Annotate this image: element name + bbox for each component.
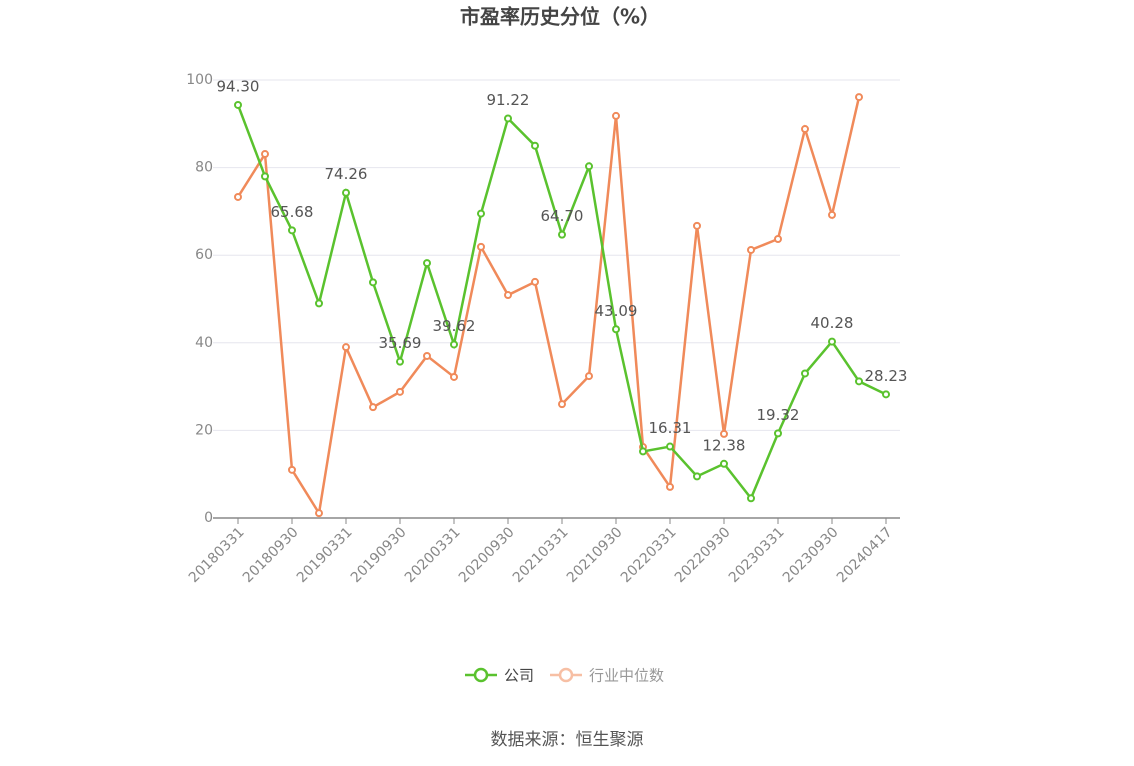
data-label: 35.69: [379, 334, 422, 352]
x-tick-label: 20220930: [672, 524, 734, 586]
data-point: [531, 277, 539, 286]
x-tick-label: 20210930: [564, 524, 626, 586]
legend-item[interactable]: 行业中位数: [550, 667, 664, 685]
data-point: [585, 372, 593, 381]
data-point: [450, 372, 458, 381]
data-point: [396, 357, 404, 366]
data-point: [855, 93, 863, 102]
source-note: 数据来源：恒生聚源: [491, 730, 644, 750]
data-point: [315, 299, 323, 308]
data-label: 43.09: [595, 302, 638, 320]
data-point: [288, 465, 296, 474]
data-point: [477, 209, 485, 218]
data-label: 94.30: [217, 77, 260, 95]
data-point: [234, 192, 242, 201]
y-tick-label: 100: [186, 72, 213, 88]
data-label: 74.26: [325, 165, 368, 183]
data-point: [558, 400, 566, 409]
data-point: [774, 234, 782, 243]
data-point: [747, 245, 755, 254]
data-point: [747, 494, 755, 503]
data-point: [234, 100, 242, 109]
data-point: [693, 221, 701, 230]
data-point: [396, 387, 404, 396]
x-tick-label: 20190930: [348, 524, 410, 586]
data-point: [585, 162, 593, 171]
legend-marker: [473, 667, 489, 683]
x-tick-label: 20180930: [240, 524, 302, 586]
data-point: [666, 442, 674, 451]
legend-label: 公司: [504, 667, 534, 685]
data-point: [801, 369, 809, 378]
data-label: 65.68: [271, 203, 314, 221]
data-label: 39.62: [433, 317, 476, 335]
data-point: [342, 188, 350, 197]
data-point: [477, 242, 485, 251]
data-point: [666, 482, 674, 491]
data-point: [855, 377, 863, 386]
data-point: [369, 278, 377, 287]
data-point: [261, 172, 269, 181]
data-label: 91.22: [487, 91, 530, 109]
data-label: 28.23: [865, 367, 908, 385]
y-tick-label: 40: [195, 335, 213, 351]
data-point: [720, 459, 728, 468]
data-label: 40.28: [811, 314, 854, 332]
data-point: [423, 351, 431, 360]
chart-title: 市盈率历史分位（%）: [460, 5, 660, 29]
data-point: [504, 291, 512, 300]
legend-label: 行业中位数: [589, 667, 664, 685]
data-point: [504, 114, 512, 123]
x-tick-label: 20200331: [402, 524, 464, 586]
x-tick-label: 20230930: [780, 524, 842, 586]
x-tick-label: 20220331: [618, 524, 680, 586]
data-point: [612, 325, 620, 334]
x-tick-label: 20210331: [510, 524, 572, 586]
data-point: [450, 340, 458, 349]
data-point: [369, 403, 377, 412]
data-point: [801, 125, 809, 134]
data-point: [315, 509, 323, 518]
y-tick-label: 0: [204, 510, 213, 526]
data-point: [261, 150, 269, 159]
x-tick-label: 20240417: [834, 524, 896, 586]
x-tick-label: 20180331: [186, 524, 248, 586]
data-point: [612, 111, 620, 120]
data-point: [639, 447, 647, 456]
data-point: [558, 230, 566, 239]
data-point: [693, 472, 701, 481]
data-point: [423, 259, 431, 268]
y-tick-label: 60: [195, 247, 213, 263]
data-label: 19.32: [757, 406, 800, 424]
data-label: 16.31: [649, 419, 692, 437]
data-point: [720, 429, 728, 438]
data-point: [774, 429, 782, 438]
y-tick-label: 80: [195, 160, 213, 176]
data-point: [288, 226, 296, 235]
series-line: [236, 104, 887, 501]
y-tick-label: 20: [195, 422, 213, 438]
data-point: [342, 343, 350, 352]
data-point: [828, 210, 836, 219]
data-point: [828, 337, 836, 346]
series-line: [236, 96, 861, 517]
x-tick-label: 20200930: [456, 524, 518, 586]
legend-marker: [558, 667, 574, 683]
data-label: 12.38: [703, 436, 746, 454]
x-tick-label: 20230331: [726, 524, 788, 586]
data-point: [531, 141, 539, 150]
legend-item[interactable]: 公司: [465, 667, 534, 685]
data-label: 64.70: [541, 207, 584, 225]
x-tick-label: 20190331: [294, 524, 356, 586]
data-point: [882, 390, 890, 399]
